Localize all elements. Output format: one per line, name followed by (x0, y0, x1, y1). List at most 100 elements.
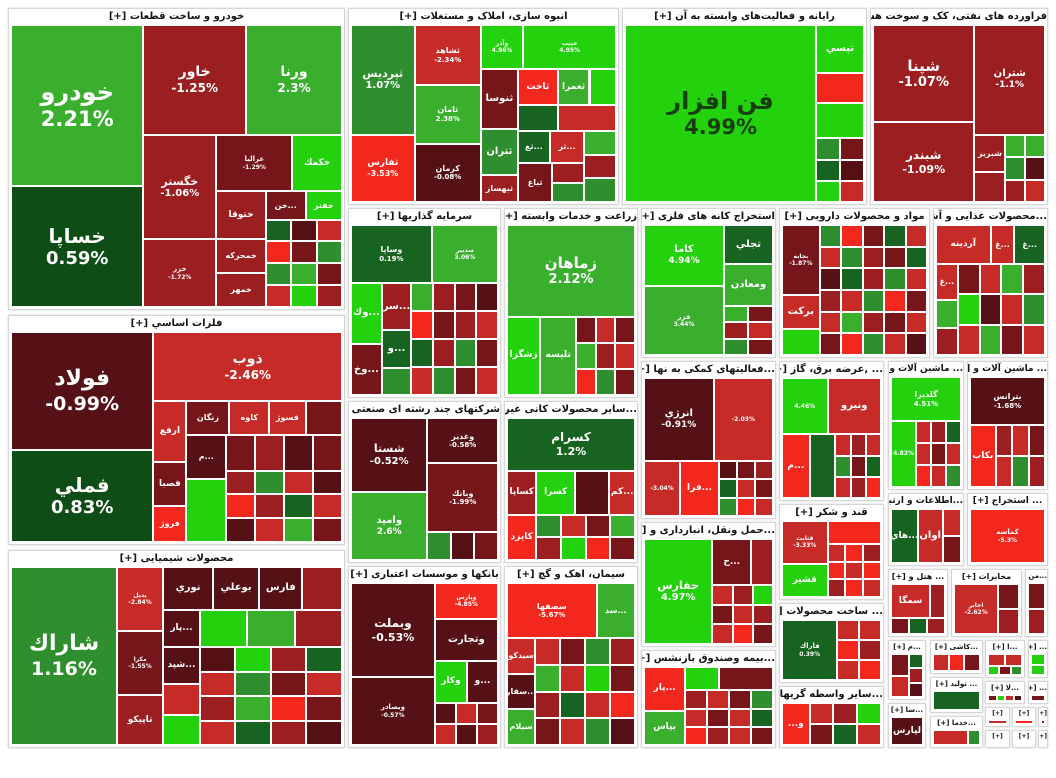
stock-tile-small[interactable] (1031, 695, 1045, 701)
stock-tile-small[interactable] (1028, 608, 1045, 634)
stock-tile[interactable]: حبیب 4.95% (523, 25, 616, 70)
stock-tile-small[interactable] (936, 327, 958, 355)
stock-tile-small[interactable] (845, 561, 864, 580)
stock-tile[interactable]: ...وك (351, 282, 382, 344)
stock-tile-small[interactable] (476, 702, 498, 724)
stock-tile[interactable]: اوان (917, 509, 943, 563)
stock-tile[interactable]: ثفارس -3.53% (351, 134, 415, 202)
stock-tile-small[interactable] (1012, 456, 1029, 487)
stock-tile-small[interactable] (979, 264, 1002, 295)
sector-title[interactable]: ...حمل ونقل، انبارداری و [+] (642, 523, 775, 539)
stock-tile-small[interactable] (905, 333, 927, 355)
stock-tile-small[interactable] (584, 131, 616, 155)
stock-tile-small[interactable] (1013, 695, 1022, 701)
stock-tile[interactable]: ...غ (990, 225, 1015, 264)
stock-tile[interactable]: ذوب -2.46% (153, 332, 342, 402)
stock-tile[interactable]: اخابر -2.62% (954, 584, 999, 634)
stock-tile-small[interactable] (718, 667, 773, 691)
stock-tile-small[interactable] (833, 724, 858, 745)
stock-tile-small[interactable] (718, 460, 737, 480)
stock-tile[interactable]: ...سر (381, 282, 412, 331)
stock-tile[interactable]: ثاخت (517, 69, 558, 105)
stock-tile-small[interactable] (723, 322, 749, 339)
stock-tile-small[interactable] (226, 470, 256, 495)
stock-tile[interactable]: فزر 3.44% (644, 286, 724, 355)
stock-tile-small[interactable] (615, 368, 635, 395)
stock-tile-small[interactable] (454, 310, 477, 339)
stock-tile-small[interactable] (729, 726, 752, 745)
stock-tile-small[interactable] (1005, 134, 1026, 158)
stock-tile-small[interactable] (723, 338, 749, 355)
stock-tile[interactable]: قشیر (782, 563, 828, 597)
stock-tile-small[interactable] (1041, 743, 1045, 745)
stock-tile-small[interactable] (857, 703, 881, 724)
stock-tile[interactable]: ثباغ (517, 163, 553, 202)
stock-tile-small[interactable] (226, 494, 256, 519)
stock-tile-small[interactable] (427, 531, 451, 560)
sector-title[interactable]: قند و شکر [+] (780, 505, 883, 521)
stock-tile-small[interactable] (589, 69, 616, 105)
stock-tile[interactable]: ...خن (265, 191, 306, 220)
stock-tile-small[interactable] (905, 225, 927, 247)
stock-tile-small[interactable] (840, 138, 864, 160)
stock-tile[interactable]: ...غ (1014, 225, 1045, 264)
stock-tile-small[interactable] (732, 604, 753, 625)
stock-tile-small[interactable] (964, 654, 980, 671)
stock-tile-small[interactable] (291, 263, 317, 286)
stock-tile[interactable]: نوري (163, 567, 213, 610)
sector-title[interactable]: بانکها و موسسات اعتباری [+] (349, 567, 500, 583)
stock-tile-small[interactable] (819, 333, 842, 355)
stock-tile-small[interactable] (863, 543, 881, 562)
stock-tile-small[interactable] (163, 714, 200, 745)
stock-tile-small[interactable] (610, 638, 635, 665)
stock-tile-small[interactable] (850, 476, 866, 498)
sector-title[interactable]: ...سا [+] (889, 704, 925, 717)
stock-tile-small[interactable] (685, 667, 719, 691)
stock-tile-small[interactable] (552, 182, 585, 202)
stock-tile[interactable]: قثابت -3.33% (782, 521, 828, 564)
sector-title[interactable]: سیمان، اهک و گچ [+] (505, 567, 637, 583)
stock-tile-small[interactable] (729, 708, 752, 727)
stock-tile[interactable]: وساپا 0.19% (351, 225, 432, 283)
stock-tile-small[interactable] (561, 537, 586, 560)
stock-tile-small[interactable] (454, 338, 477, 367)
stock-tile[interactable]: کاما 4.94% (644, 225, 724, 287)
stock-tile[interactable]: آردینه (936, 225, 991, 264)
stock-tile-small[interactable] (432, 310, 455, 339)
sector-title[interactable]: مخابرات [+] (952, 570, 1021, 584)
stock-tile-small[interactable] (595, 316, 616, 343)
stock-tile-small[interactable] (732, 624, 753, 644)
stock-tile[interactable]: وبانك -1.99% (427, 463, 498, 532)
stock-tile-small[interactable] (411, 282, 433, 311)
stock-tile[interactable]: ...و (467, 660, 498, 703)
stock-tile-small[interactable] (560, 664, 586, 692)
stock-tile[interactable]: وغدیر -0.58% (427, 418, 498, 464)
stock-tile-small[interactable] (284, 470, 314, 495)
stock-tile-small[interactable] (270, 696, 307, 721)
stock-tile-small[interactable] (908, 654, 923, 669)
stock-tile-small[interactable] (751, 726, 773, 745)
stock-tile-small[interactable] (751, 690, 773, 709)
stock-tile-small[interactable] (837, 639, 860, 660)
stock-tile-small[interactable] (411, 366, 433, 395)
stock-tile-small[interactable] (863, 579, 881, 597)
stock-tile[interactable]: ...پار (163, 609, 200, 648)
stock-tile-small[interactable] (905, 268, 927, 290)
stock-tile-small[interactable] (291, 219, 317, 242)
stock-tile-small[interactable] (819, 246, 842, 269)
stock-tile-small[interactable] (957, 324, 980, 355)
stock-tile-small[interactable] (916, 465, 932, 487)
stock-tile-small[interactable] (1041, 720, 1045, 724)
stock-tile-small[interactable] (610, 664, 635, 692)
stock-tile-small[interactable] (884, 225, 906, 247)
stock-tile-small[interactable] (199, 609, 248, 648)
stock-tile-small[interactable] (827, 521, 881, 544)
stock-tile[interactable]: ...وخ (351, 344, 382, 395)
stock-tile-small[interactable] (841, 290, 863, 312)
stock-tile[interactable]: بپاس (644, 710, 686, 745)
stock-tile-small[interactable] (302, 567, 342, 610)
stock-tile-small[interactable] (265, 241, 292, 264)
stock-tile[interactable]: وبصادر -0.57% (351, 676, 435, 745)
sector-title[interactable]: ...سایر واسطه گریها [+] (780, 687, 883, 703)
stock-tile-small[interactable] (476, 282, 498, 311)
